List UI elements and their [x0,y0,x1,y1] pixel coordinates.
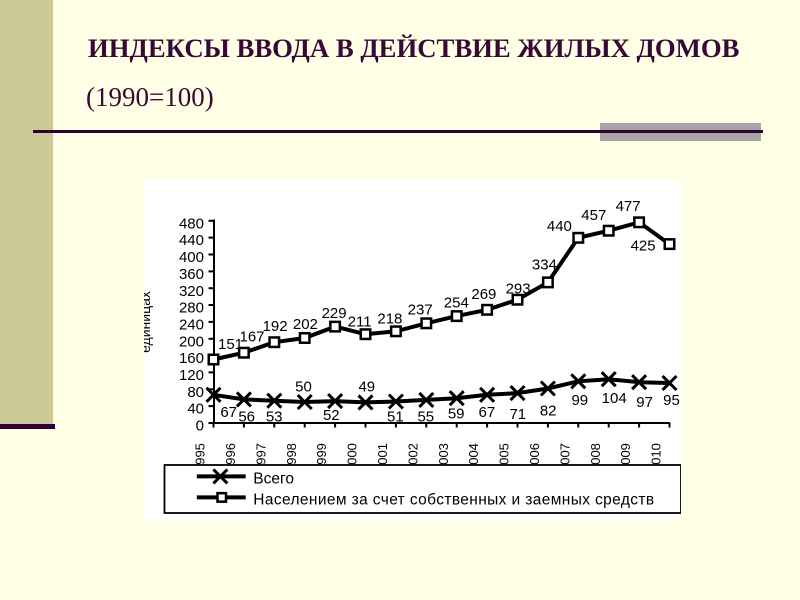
svg-text:97: 97 [636,394,653,411]
svg-text:202: 202 [293,316,318,333]
svg-text:400: 400 [179,249,204,266]
svg-text:192: 192 [263,318,288,335]
svg-text:59: 59 [448,406,465,423]
svg-text:95: 95 [663,392,680,409]
svg-text:480: 480 [179,215,204,232]
svg-text:293: 293 [506,280,531,297]
svg-text:40: 40 [187,401,204,418]
svg-text:50: 50 [295,379,312,396]
svg-text:200: 200 [179,333,204,350]
svg-text:218: 218 [377,311,402,328]
svg-text:229: 229 [322,305,347,322]
svg-text:440: 440 [179,232,204,249]
svg-text:440: 440 [547,218,572,235]
svg-text:49: 49 [358,379,375,396]
svg-text:80: 80 [187,384,204,401]
svg-text:99: 99 [571,392,588,409]
svg-text:254: 254 [444,294,469,311]
svg-text:Всего: Всего [253,471,294,488]
svg-text:120: 120 [179,367,204,384]
svg-text:55: 55 [417,409,434,426]
svg-text:160: 160 [179,350,204,367]
svg-text:67: 67 [220,404,237,421]
svg-text:269: 269 [471,286,496,303]
svg-text:457: 457 [581,207,606,224]
svg-text:104: 104 [602,390,627,407]
svg-text:52: 52 [323,407,340,424]
svg-text:53: 53 [266,409,283,426]
svg-text:477: 477 [616,198,641,215]
svg-text:320: 320 [179,283,204,300]
svg-text:167: 167 [239,328,264,345]
svg-text:67: 67 [479,404,496,421]
svg-text:71: 71 [509,406,526,423]
svg-text:280: 280 [179,300,204,317]
svg-text:425: 425 [631,238,656,255]
svg-text:151: 151 [218,336,243,353]
svg-text:0: 0 [196,418,204,435]
svg-text:82: 82 [540,403,557,420]
svg-text:51: 51 [387,409,404,426]
svg-text:240: 240 [179,317,204,334]
svg-text:360: 360 [179,266,204,283]
svg-text:211: 211 [348,314,372,331]
svg-text:237: 237 [408,302,433,319]
svg-text:единицах: единицах [144,291,153,353]
svg-text:56: 56 [238,409,255,426]
svg-text:334: 334 [532,256,557,273]
svg-text:Населением за счет собственных: Населением за счет собственных и заемных… [253,492,654,509]
